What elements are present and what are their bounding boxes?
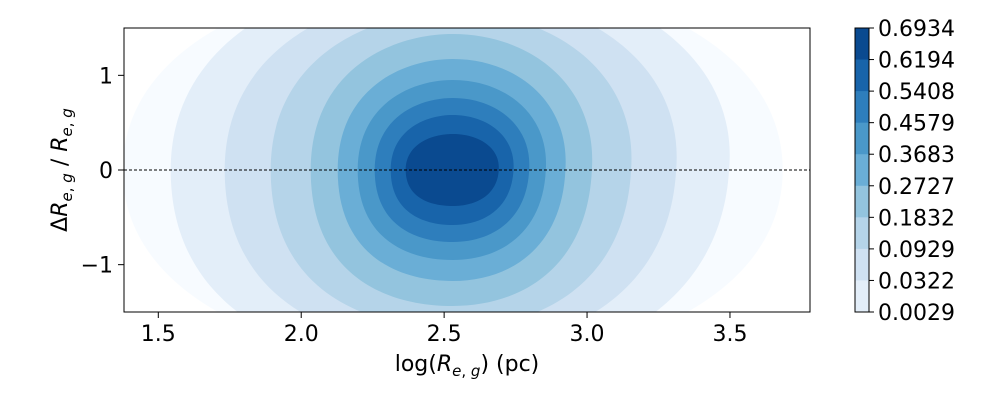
colorbar-segment [855, 122, 869, 155]
colorbar-label: 0.1832 [878, 206, 955, 231]
colorbar-segment [855, 185, 869, 218]
x-tick-label: 2.5 [427, 322, 462, 347]
x-axis: 1.5 2.0 2.5 3.0 3.5 [141, 312, 747, 347]
x-tick-label: 2.0 [284, 322, 319, 347]
colorbar-segment [855, 248, 869, 281]
y-tick-label: 0 [99, 159, 113, 184]
colorbar-label: 0.6194 [878, 49, 955, 74]
x-axis-label: log(Re, g) (pc) [395, 352, 540, 380]
colorbar-segment [855, 59, 869, 92]
y-tick-label: −1 [81, 254, 113, 279]
y-tick-label: 1 [99, 64, 113, 89]
colorbar-label: 0.4579 [878, 112, 955, 137]
colorbar-label: 0.0029 [878, 301, 955, 326]
colorbar-segment [855, 217, 869, 250]
colorbar-label: 0.6934 [878, 17, 955, 42]
colorbar-label: 0.0929 [878, 238, 955, 263]
colorbar: 0.6934 0.6194 0.5408 0.4579 0.3683 0.2727 0.18… [854, 17, 955, 326]
y-axis-label: ΔRe, g / Re, g [48, 108, 76, 232]
colorbar-label: 0.5408 [878, 80, 955, 105]
colorbar-frame [854, 27, 870, 313]
y-axis: 1 0 −1 [81, 64, 124, 279]
colorbar-segment [855, 91, 869, 124]
x-tick-label: 1.5 [141, 322, 176, 347]
colorbar-label: 0.2727 [878, 175, 955, 200]
x-tick-label: 3.0 [570, 322, 605, 347]
colorbar-segment [855, 154, 869, 187]
colorbar-segment [855, 280, 869, 313]
x-tick-label: 3.5 [712, 322, 747, 347]
contour-band-9 [405, 134, 499, 206]
contour-fill [124, 28, 810, 312]
colorbar-segment [855, 28, 869, 61]
colorbar-label: 0.0322 [878, 269, 955, 294]
colorbar-label: 0.3683 [878, 143, 955, 168]
